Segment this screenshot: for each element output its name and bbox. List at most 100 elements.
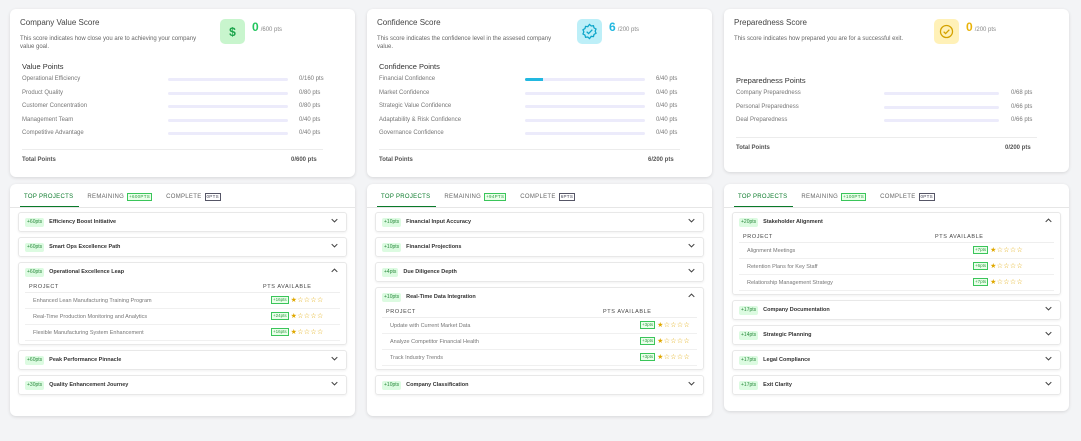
star-empty-icon: ☆ [303,329,311,336]
star-rating[interactable]: ★☆☆☆☆ [657,337,690,345]
star-rating[interactable]: ★☆☆☆☆ [990,246,1023,254]
star-rating[interactable]: ★☆☆☆☆ [291,328,324,336]
project-accordion: +10pts Financial Projections [375,237,704,257]
project-points-badge: +20pts [739,217,759,227]
subproject-row[interactable]: Update with Current Market Data +3pts ★☆☆☆… [382,318,697,334]
chevron-up-icon[interactable] [331,268,338,275]
subproject-row[interactable]: Real-Time Production Monitoring and Anal… [25,309,340,325]
chevron-down-icon[interactable] [688,381,695,388]
subproject-row[interactable]: Analyze Competitor Financial Health +3pts… [382,334,697,350]
chevron-down-icon[interactable] [1045,356,1052,363]
points-row-value: 0/40 pts [656,130,678,136]
chevron-down-icon[interactable] [331,381,338,388]
accordion-header[interactable]: +20pts Stakeholder Alignment [733,213,1060,231]
accordion-header[interactable]: +17pts Legal Compliance [733,351,1060,369]
score-title: Confidence Score [377,18,441,27]
tab-complete[interactable]: COMPLETE 0PTS [876,193,941,207]
star-rating[interactable]: ★☆☆☆☆ [291,312,324,320]
accordion-header[interactable]: +10pts Company Classification [376,376,703,394]
points-title: Preparedness Points [736,76,806,85]
accordion-header[interactable]: +60pts Operational Excellence Leap [19,263,346,281]
subproject-row[interactable]: Enhanced Lean Manufacturing Training Pro… [25,293,340,309]
chevron-down-icon[interactable] [331,356,338,363]
subproject-row[interactable]: Flexible Manufacturing System Enhancemen… [25,325,340,341]
star-empty-icon: ☆ [676,354,684,361]
chevron-up-icon[interactable] [1045,218,1052,225]
chevron-down-icon[interactable] [1045,306,1052,313]
chevron-down-icon[interactable] [1045,381,1052,388]
star-rating[interactable]: ★☆☆☆☆ [291,296,324,304]
points-title: Confidence Points [379,62,440,71]
remaining-badge: +94PTS [484,193,507,201]
star-rating[interactable]: ★☆☆☆☆ [990,278,1023,286]
tab-remaining[interactable]: REMAINING +94PTS [440,193,512,207]
chevron-down-icon[interactable] [688,218,695,225]
project-accordion: +17pts Exit Clarity [732,375,1061,395]
column-project: PROJECT [386,309,416,315]
accordion-header[interactable]: +17pts Exit Clarity [733,376,1060,394]
points-title: Value Points [22,62,64,71]
project-accordion: +10pts Company Classification [375,375,704,395]
project-title: Company Classification [406,382,469,388]
project-tabs: TOP PROJECTS REMAINING +100PTS COMPLETE 0PTS [724,184,1069,208]
tab-remaining[interactable]: REMAINING +600PTS [83,193,158,207]
project-points-badge: +14pts [739,330,759,340]
points-row-value: 0/80 pts [299,89,321,96]
star-empty-icon: ☆ [996,279,1004,286]
accordion-header[interactable]: +60pts Smart Ops Excellence Path [19,238,346,256]
tab-label: REMAINING [444,194,482,200]
chevron-down-icon[interactable] [688,243,695,250]
tab-complete[interactable]: COMPLETE 0PTS [162,193,227,207]
chevron-down-icon[interactable] [688,268,695,275]
star-rating[interactable]: ★☆☆☆☆ [657,321,690,329]
star-empty-icon: ☆ [676,322,684,329]
accordion-header[interactable]: +17pts Company Documentation [733,301,1060,319]
project-title: Financial Projections [406,244,462,250]
subproject-header: PROJECT PTS AVAILABLE [382,306,697,318]
subproject-points: +3pts ★☆☆☆☆ [640,321,690,329]
accordion-header[interactable]: +10pts Financial Input Accuracy [376,213,703,231]
preparedness-score-card: Preparedness Score This score indicates … [724,9,1069,172]
tab-remaining[interactable]: REMAINING +100PTS [797,193,872,207]
accordion-header[interactable]: +10pts Financial Projections [376,238,703,256]
star-empty-icon: ☆ [310,313,317,320]
column-project: PROJECT [29,284,59,290]
project-accordion: +4pts Due Diligence Depth [375,262,704,282]
tab-top-projects[interactable]: TOP PROJECTS [377,194,437,207]
accordion-header[interactable]: +14pts Strategic Planning [733,326,1060,344]
tab-complete[interactable]: COMPLETE 6PTS [516,193,581,207]
points-row-value: 0/40 pts [656,103,678,109]
tab-top-projects[interactable]: TOP PROJECTS [20,194,80,207]
subproject-row[interactable]: Retention Plans for Key Staff +6pts ★☆☆☆☆ [739,259,1054,275]
accordion-header[interactable]: +10pts Real-Time Data Integration [376,288,703,306]
chevron-down-icon[interactable] [331,218,338,225]
project-points-badge: +30pts [25,380,45,390]
chevron-down-icon[interactable] [1045,331,1052,338]
accordion-header[interactable]: +30pts Quality Enhancement Journey [19,376,346,394]
subproject-name: Analyze Competitor Financial Health [390,339,479,345]
accordion-header[interactable]: +4pts Due Diligence Depth [376,263,703,281]
star-filled-icon: ★ [290,313,298,320]
star-empty-icon: ☆ [676,338,684,345]
star-rating[interactable]: ★☆☆☆☆ [657,353,690,361]
star-rating[interactable]: ★☆☆☆☆ [990,262,1023,270]
tab-label: TOP PROJECTS [738,194,788,200]
project-accordion: +17pts Legal Compliance [732,350,1061,370]
chevron-up-icon[interactable] [688,293,695,300]
project-title: Legal Compliance [763,357,811,363]
project-accordion: +10pts Financial Input Accuracy [375,212,704,232]
project-title: Peak Performance Pinnacle [49,357,122,363]
subproject-row[interactable]: Relationship Management Strategy +7pts ★☆☆… [739,275,1054,291]
project-accordion: +20pts Stakeholder Alignment PROJECT PTS AV… [732,212,1061,295]
accordion-header[interactable]: +60pts Efficiency Boost Initiative [19,213,346,231]
points-row: Company Preparedness 0/68 pts [734,88,1059,102]
chevron-down-icon[interactable] [331,243,338,250]
subproject-row[interactable]: Track Industry Trends +3pts ★☆☆☆☆ [382,350,697,366]
accordion-header[interactable]: +60pts Peak Performance Pinnacle [19,351,346,369]
progress-bar [525,118,645,122]
project-points-badge: +10pts [382,217,402,227]
points-row-label: Strategic Value Confidence [379,103,452,109]
tab-top-projects[interactable]: TOP PROJECTS [734,194,794,207]
subproject-row[interactable]: Alignment Meetings +7pts ★☆☆☆☆ [739,243,1054,259]
project-points-badge: +60pts [25,242,45,252]
